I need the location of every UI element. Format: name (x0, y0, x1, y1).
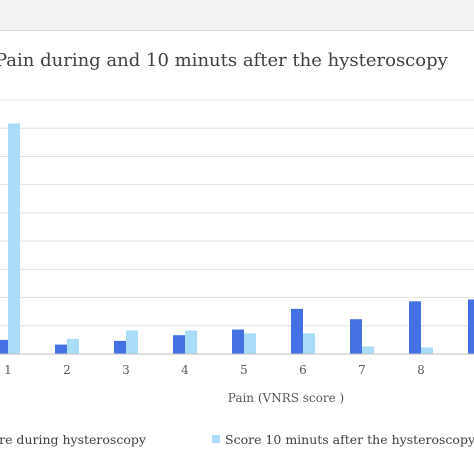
bar-during-4 (173, 335, 185, 354)
bar-after-7 (362, 346, 374, 354)
x-tick-labels: 123456789 (4, 363, 425, 377)
x-tick-label: 5 (240, 363, 248, 377)
x-tick-label: 8 (417, 363, 425, 377)
top-strip (0, 0, 474, 31)
bar-during-7 (350, 319, 362, 354)
bar-during-6 (291, 308, 303, 354)
legend-label-after: Score 10 minuts after the hysteroscopy (225, 432, 474, 447)
x-tick-label: 2 (63, 363, 71, 377)
bars (0, 123, 474, 354)
bar-during-1 (0, 339, 8, 354)
bar-after-8 (421, 347, 433, 354)
bar-after-4 (185, 330, 197, 354)
x-tick-label: 6 (299, 363, 307, 377)
bar-during-3 (114, 340, 126, 354)
legend-label-during: Score during hysteroscopy (0, 432, 147, 447)
bar-during-9 (468, 299, 474, 354)
bar-after-3 (126, 330, 138, 354)
legend-swatch-after (212, 435, 220, 443)
bar-after-5 (244, 333, 256, 354)
chart-title: Pain during and 10 minuts after the hyst… (0, 50, 449, 71)
gridlines (0, 99, 474, 355)
bar-during-2 (55, 344, 67, 354)
x-tick-label: 7 (358, 363, 366, 377)
x-tick-label: 4 (181, 363, 189, 377)
bar-after-2 (67, 338, 79, 354)
bar-during-5 (232, 329, 244, 354)
bar-after-6 (303, 333, 315, 354)
x-axis-title: Pain (VNRS score ) (228, 391, 344, 405)
bar-during-8 (409, 301, 421, 354)
legend: Score during hysteroscopy Score 10 minut… (0, 432, 474, 447)
x-tick-label: 1 (4, 363, 12, 377)
bar-after-1 (8, 123, 20, 354)
x-tick-label: 3 (122, 363, 130, 377)
